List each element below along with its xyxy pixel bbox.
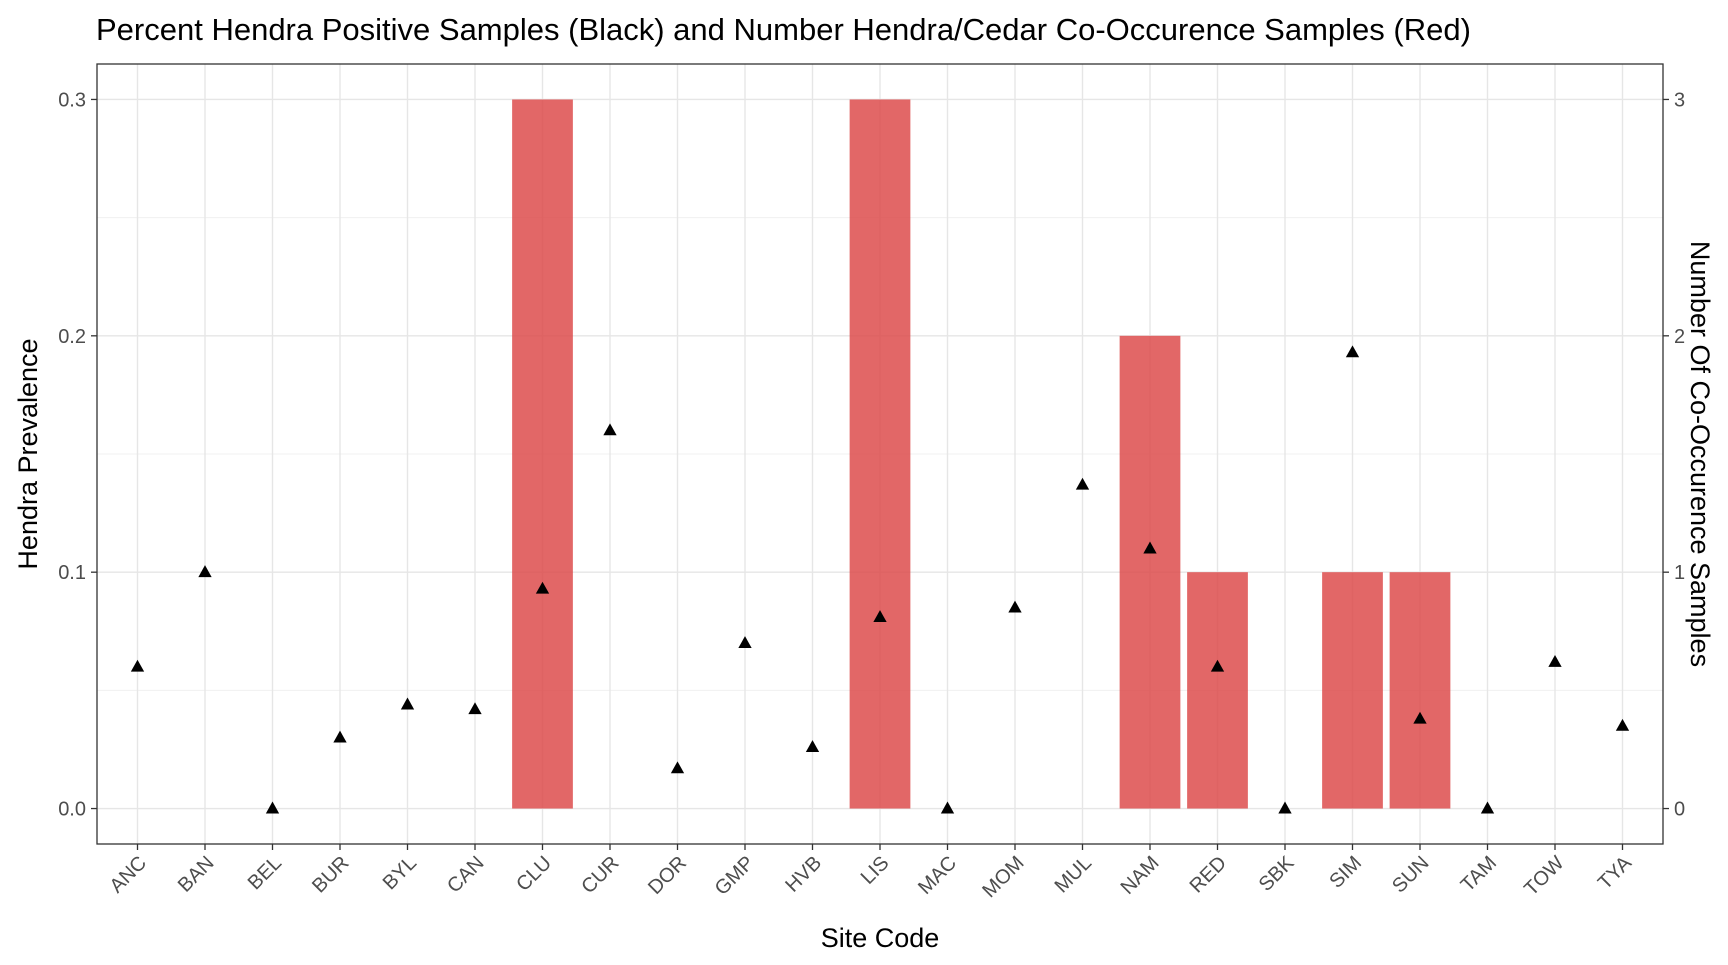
bar-red: [1187, 572, 1248, 809]
x-tick-label: TAM: [1457, 852, 1501, 896]
point-nam: [1143, 541, 1157, 554]
point-bel: [265, 801, 280, 814]
point-can: [468, 702, 482, 715]
x-tick-label: GMP: [711, 852, 759, 900]
x-tick-label: BAN: [174, 852, 219, 897]
point-series: [130, 345, 1630, 814]
point-mac: [940, 801, 955, 814]
x-tick-label: SUN: [1388, 852, 1433, 897]
point-sbk: [1278, 801, 1292, 814]
point-mom: [1008, 600, 1022, 613]
bar-nam: [1119, 335, 1181, 809]
point-bur: [333, 730, 347, 743]
x-tick-label: BYL: [379, 852, 421, 894]
point-anc: [130, 659, 145, 672]
x-tick-label: CUR: [577, 852, 623, 898]
x-axis-title: Site Code: [821, 923, 940, 953]
x-tick-label: CAN: [443, 852, 488, 897]
bar-sun: [1389, 572, 1451, 809]
point-cur: [603, 423, 617, 436]
point-sun: [1413, 711, 1427, 724]
x-tick-label: MUL: [1051, 852, 1096, 897]
point-tya: [1615, 718, 1630, 731]
point-gmp: [738, 636, 752, 648]
chart-title: Percent Hendra Positive Samples (Black) …: [96, 12, 1471, 47]
x-tick-label: MAC: [914, 852, 961, 899]
x-tick-label: BEL: [244, 852, 286, 894]
y2-tick-label: 2: [1674, 326, 1685, 348]
y2-tick-label: 0: [1674, 799, 1685, 821]
point-sim: [1345, 345, 1360, 358]
point-ban: [198, 565, 212, 578]
point-lis: [873, 610, 887, 622]
point-tam: [1480, 801, 1495, 814]
bar-sim: [1322, 572, 1383, 809]
point-tow: [1548, 655, 1562, 667]
y-tick-label: 0.2: [58, 326, 86, 348]
x-tick-label: CLU: [512, 852, 556, 896]
x-tick-label: NAM: [1117, 852, 1164, 899]
x-tick-label: BUR: [308, 852, 353, 897]
x-tick-label: LIS: [857, 852, 894, 889]
x-tick-label: SBK: [1255, 852, 1299, 896]
y2-tick-label: 1: [1674, 562, 1685, 584]
y-tick-label: 0.1: [58, 562, 86, 584]
y2-axis-title: Number Of Co-Occurence Samples: [1685, 241, 1715, 667]
y-tick-label: 0.3: [58, 89, 86, 111]
y2-tick-label: 3: [1674, 89, 1685, 111]
x-tick-label: SIM: [1325, 852, 1366, 893]
x-tick-label: HVB: [781, 852, 826, 897]
bar-lis: [849, 99, 911, 809]
point-red: [1210, 659, 1225, 672]
x-tick-label: TOW: [1520, 852, 1568, 900]
x-tick-label: RED: [1186, 852, 1231, 897]
y-tick-label: 0.0: [58, 799, 86, 821]
bar-series: [512, 99, 1451, 809]
x-tick-label: ANC: [106, 852, 151, 897]
x-tick-label: MOM: [978, 852, 1028, 902]
x-tick-label: TYA: [1594, 852, 1636, 894]
bar-clu: [512, 99, 573, 809]
point-byl: [400, 697, 415, 710]
point-mul: [1075, 477, 1090, 490]
y-axis-title: Hendra Prevalence: [13, 338, 43, 569]
x-tick-label: DOR: [644, 852, 691, 899]
point-hvb: [805, 740, 820, 752]
point-clu: [535, 581, 550, 594]
point-dor: [670, 761, 685, 774]
